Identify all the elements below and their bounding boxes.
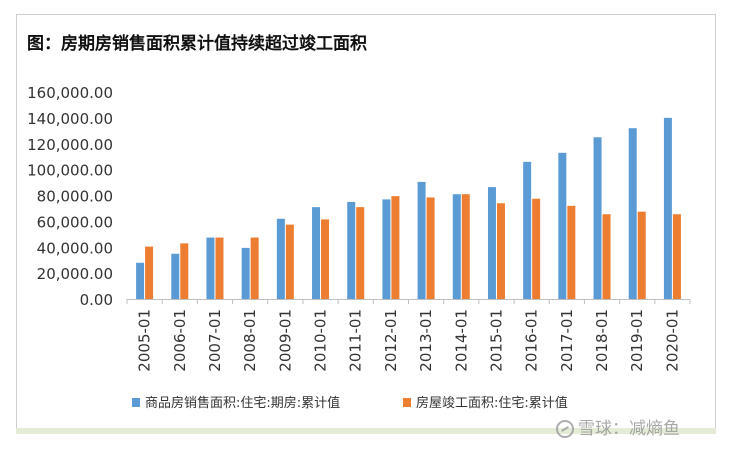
bar-series-2 bbox=[215, 237, 224, 299]
bar-series-2 bbox=[180, 243, 189, 299]
x-tick-label: 2014-01 bbox=[452, 309, 470, 372]
bar-series-1 bbox=[136, 262, 145, 299]
bar-series-2 bbox=[285, 224, 294, 299]
bar-series-1 bbox=[312, 207, 321, 299]
legend-label-2: 房屋竣工面积:住宅:累计值 bbox=[416, 395, 568, 411]
bar-series-1 bbox=[382, 199, 391, 299]
bar-series-2 bbox=[426, 197, 435, 299]
x-tick-label: 2006-01 bbox=[171, 309, 189, 372]
x-tick-label: 2018-01 bbox=[593, 309, 611, 372]
legend-swatch-2 bbox=[403, 398, 411, 407]
x-tick-label: 2019-01 bbox=[628, 309, 646, 372]
legend-label-1: 商品房销售面积:住宅:期房:累计值 bbox=[145, 395, 340, 411]
y-tick-label: 20,000.00 bbox=[37, 265, 113, 283]
bar-series-1 bbox=[487, 187, 496, 299]
x-tick-label: 2009-01 bbox=[276, 309, 294, 372]
bar-series-2 bbox=[672, 214, 681, 299]
bar-series-1 bbox=[417, 181, 426, 299]
y-tick-label: 100,000.00 bbox=[27, 162, 113, 180]
x-tick-label: 2007-01 bbox=[206, 309, 224, 372]
bar-series-2 bbox=[637, 211, 646, 299]
y-tick-label: 80,000.00 bbox=[37, 188, 113, 206]
bar-series-1 bbox=[276, 218, 285, 299]
x-tick-label: 2020-01 bbox=[663, 309, 681, 372]
y-tick-label: 40,000.00 bbox=[37, 239, 113, 257]
watermark-text: 雪球：减熵鱼 bbox=[578, 419, 680, 439]
legend-swatch-1 bbox=[132, 398, 140, 407]
bar-series-2 bbox=[461, 194, 470, 299]
x-tick-label: 2008-01 bbox=[241, 309, 259, 372]
bar-series-2 bbox=[321, 219, 330, 299]
bar-series-2 bbox=[145, 246, 154, 299]
chart-title: 图：房期房销售面积累计值持续超过竣工面积 bbox=[27, 34, 367, 54]
bar-series-2 bbox=[602, 214, 611, 299]
bottom-band bbox=[16, 428, 716, 434]
x-tick-label: 2010-01 bbox=[312, 309, 330, 372]
bar-series-2 bbox=[532, 198, 541, 299]
bar-series-1 bbox=[347, 201, 356, 299]
bar-series-2 bbox=[250, 237, 259, 299]
bar-series-2 bbox=[567, 205, 576, 299]
x-tick-label: 2005-01 bbox=[136, 309, 154, 372]
bar-series-1 bbox=[628, 128, 637, 299]
snowball-logo-icon bbox=[556, 420, 574, 438]
x-tick-label: 2011-01 bbox=[347, 309, 365, 372]
bar-series-1 bbox=[593, 137, 602, 299]
y-tick-label: 140,000.00 bbox=[27, 110, 113, 128]
x-tick-label: 2012-01 bbox=[382, 309, 400, 372]
bar-series-1 bbox=[663, 117, 672, 299]
bar-series-1 bbox=[241, 247, 250, 299]
bar-series-2 bbox=[356, 207, 365, 299]
bar-series-1 bbox=[171, 253, 180, 299]
bar-series-2 bbox=[496, 203, 505, 299]
x-tick-label: 2016-01 bbox=[523, 309, 541, 372]
y-tick-label: 120,000.00 bbox=[27, 136, 113, 154]
bar-series-1 bbox=[558, 152, 567, 299]
x-tick-label: 2017-01 bbox=[558, 309, 576, 372]
bar-series-1 bbox=[452, 194, 461, 299]
bar-series-1 bbox=[206, 237, 215, 299]
y-tick-label: 60,000.00 bbox=[37, 213, 113, 231]
bar-series-1 bbox=[523, 161, 532, 299]
y-tick-label: 0.00 bbox=[80, 291, 113, 309]
y-tick-label: 160,000.00 bbox=[27, 84, 113, 102]
x-tick-label: 2015-01 bbox=[487, 309, 505, 372]
x-tick-label: 2013-01 bbox=[417, 309, 435, 372]
watermark: 雪球：减熵鱼 bbox=[556, 414, 680, 439]
bar-series-2 bbox=[391, 196, 400, 299]
